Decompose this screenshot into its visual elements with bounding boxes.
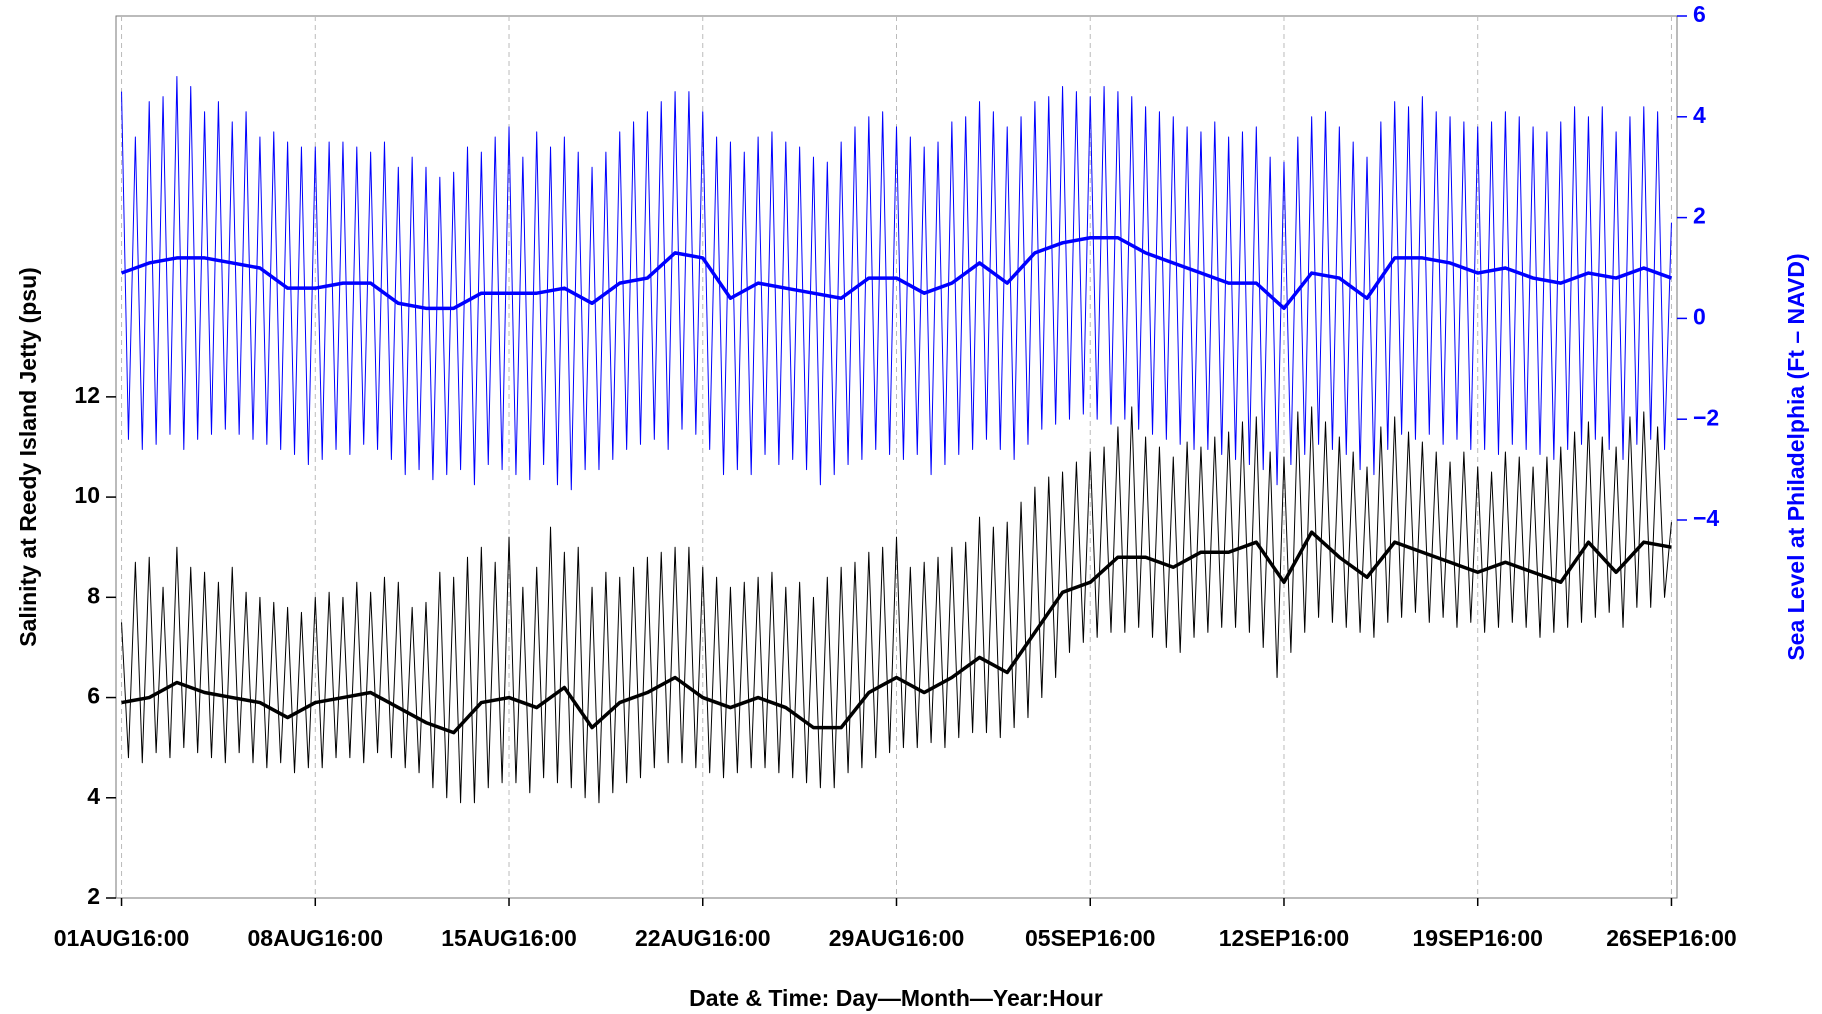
y2-tick-label: 4 xyxy=(1693,102,1706,128)
x-tick-label: 15AUG16:00 xyxy=(441,925,577,951)
x-tick-label: 26SEP16:00 xyxy=(1606,925,1736,951)
x-tick-label: 01AUG16:00 xyxy=(54,925,190,951)
x-tick-label: 29AUG16:00 xyxy=(829,925,965,951)
y-axis-title: Salinity at Reedy Island Jetty (psu) xyxy=(15,267,41,647)
y-tick-label: 10 xyxy=(74,482,100,508)
x-tick-label: 05SEP16:00 xyxy=(1025,925,1155,951)
y-tick-label: 6 xyxy=(87,683,100,709)
y2-tick-label: −2 xyxy=(1693,404,1719,430)
x-tick-label: 22AUG16:00 xyxy=(635,925,771,951)
y-tick-label: 4 xyxy=(87,783,100,809)
y2-axis-title: Sea Level at Philadelphia (Ft – NAVD) xyxy=(1783,253,1809,660)
x-tick-label: 19SEP16:00 xyxy=(1413,925,1543,951)
series-line xyxy=(121,75,1672,491)
y-tick-label: 2 xyxy=(87,883,100,909)
y2-tick-label: 2 xyxy=(1693,203,1706,229)
x-tick-label: 12SEP16:00 xyxy=(1219,925,1349,951)
y2-tick-label: 0 xyxy=(1693,303,1706,329)
series-line xyxy=(120,236,1673,311)
series-line xyxy=(121,406,1672,804)
y2-tick-label: −4 xyxy=(1693,505,1719,531)
y-tick-label: 8 xyxy=(87,582,100,608)
y-tick-label: 12 xyxy=(74,382,100,408)
x-tick-label: 08AUG16:00 xyxy=(248,925,384,951)
y2-tick-label: 6 xyxy=(1693,1,1706,27)
x-axis-title: Date & Time: Day—Month—Year:Hour xyxy=(689,985,1103,1011)
series-line xyxy=(121,530,1672,735)
